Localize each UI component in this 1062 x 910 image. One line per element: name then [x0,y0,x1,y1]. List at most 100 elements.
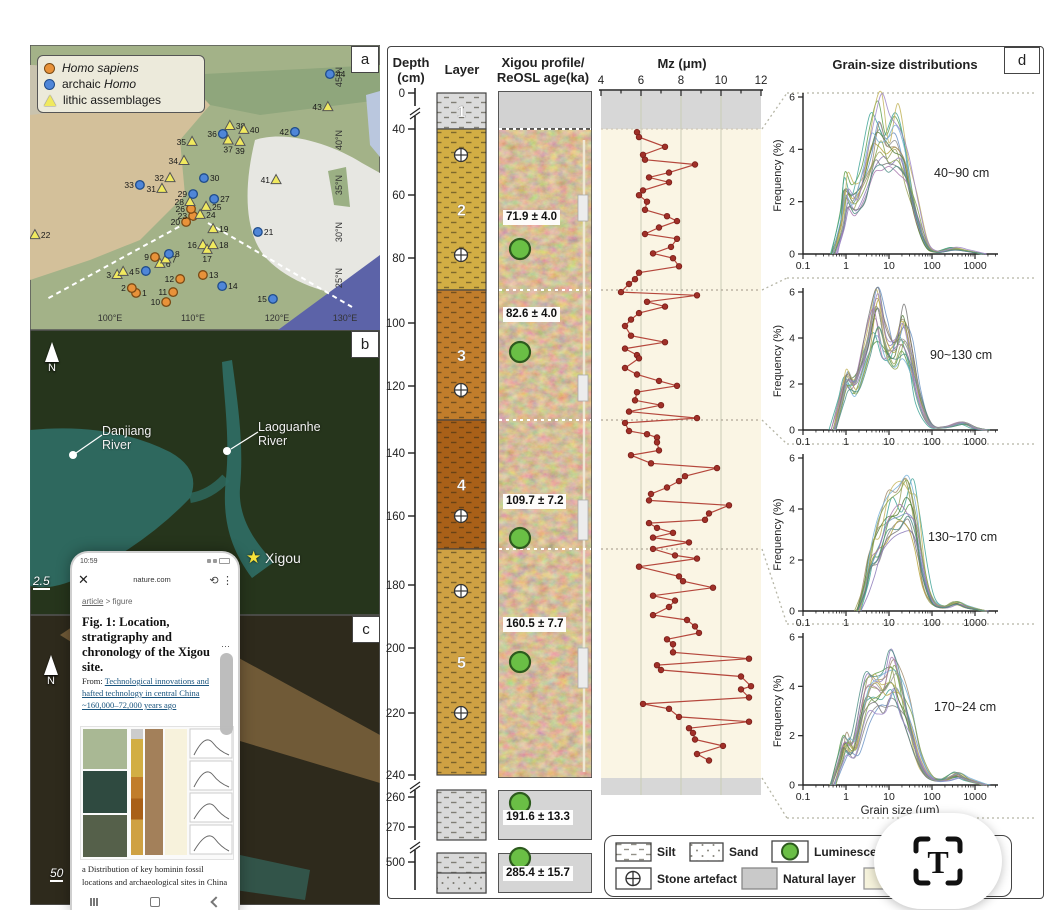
svg-text:22: 22 [41,230,51,240]
figure-thumbnail[interactable] [80,726,234,860]
thumb-curves [189,728,233,855]
sand-swatch-icon [689,842,724,862]
panel-d-label: d [1004,47,1040,74]
svg-text:28: 28 [174,197,184,207]
svg-text:3: 3 [106,270,111,280]
homo-sapiens-icon [44,62,55,74]
svg-text:32: 32 [155,173,165,183]
svg-text:14: 14 [228,281,238,291]
svg-text:17: 17 [202,254,212,264]
legend-silt: Silt [615,842,676,862]
svg-text:29: 29 [178,189,188,199]
home-button[interactable] [149,897,160,907]
svg-text:9: 9 [144,252,149,262]
map-legend: Homo sapiens archaic Homo lithic assembl… [37,55,205,113]
svg-text:37: 37 [223,144,233,154]
dist-label-3: 130~170 cm [928,530,998,544]
svg-text:40: 40 [250,125,260,135]
north-arrow-c: N [44,655,58,687]
svg-text:38: 38 [236,121,246,131]
history-icon[interactable]: ⟲ [209,574,219,587]
legend-sand: Sand [689,842,758,862]
svg-text:30°N: 30°N [334,222,344,242]
reosl-age-5: 191.6 ± 13.3 [503,810,573,825]
text-select-button[interactable]: T [874,813,1002,909]
map-marker-27: 27 [209,194,230,204]
svg-text:12: 12 [165,274,175,284]
map-marker-38: 38 [224,119,246,131]
dist-label-4: 170~24 cm [934,700,997,714]
silt-swatch-icon [615,842,652,862]
svg-text:6: 6 [166,259,171,269]
breadcrumb-article[interactable]: article [82,597,104,606]
scale-bar-b: 2.5 [33,574,50,590]
map-marker-13: 13 [197,270,219,280]
profile-photo [498,129,592,778]
svg-text:36: 36 [207,129,217,139]
map-marker-8: 8 [163,249,180,259]
map-marker-10: 10 [151,297,172,307]
svg-text:45°N: 45°N [334,67,344,87]
android-nav-bar [90,896,222,908]
svg-text:23: 23 [178,211,188,221]
svg-text:11: 11 [158,287,167,297]
battery-icon [219,557,230,565]
map-marker-36: 36 [207,129,228,139]
scale-bar-c: 50 [50,866,64,882]
more-dots[interactable]: ⋯ [221,641,231,651]
map-marker-16: 16 [187,238,209,250]
map-marker-19: 19 [207,222,229,234]
breadcrumb-figure: figure [112,597,133,606]
map-marker-5: 5 [135,266,151,276]
danjiang-river-label: Danjiang River [102,424,152,452]
xigou-star-icon: ★ [246,548,262,567]
map-marker-44: 44 [325,69,346,79]
legend-stone-artefact: Stone artefact [615,867,737,890]
back-button[interactable] [210,896,222,908]
reosl-age-6: 285.4 ± 15.7 [503,866,573,881]
map-marker-9: 9 [144,252,160,262]
map-marker-40: 40 [238,123,260,135]
svg-text:4: 4 [129,267,134,277]
svg-text:39: 39 [235,146,245,156]
map-marker-34: 34 [169,154,190,166]
svg-text:5: 5 [135,266,140,276]
stone-artefact-swatch-icon [615,867,652,890]
breadcrumb: article > figure [82,597,133,606]
menu-kebab-icon[interactable]: ⋮ [222,574,233,587]
lithic-assemblage-icon [44,94,56,106]
svg-text:25°N: 25°N [334,268,344,288]
svg-text:19: 19 [219,224,229,234]
recents-button[interactable] [90,898,98,906]
map-marker-25: 25 [200,200,222,212]
svg-text:100°E: 100°E [98,313,123,323]
north-arrow-b: N [45,342,59,374]
svg-text:35°N: 35°N [334,175,344,195]
map-marker-37: 37 [222,133,234,154]
svg-text:42: 42 [279,127,289,137]
profile-column-header: Xigou profile/ReOSL age(ka) [496,55,590,85]
article-link[interactable]: Technological innovations and hafted tec… [82,676,209,710]
map-marker-29: 29 [178,189,199,199]
map-marker-30: 30 [198,173,220,183]
layer-column-header: Layer [444,62,480,77]
svg-text:27: 27 [220,194,230,204]
grain-size-title: Grain-size distributions [832,57,978,72]
svg-text:31: 31 [146,184,156,194]
close-icon[interactable]: ✕ [78,572,89,587]
svg-text:16: 16 [187,240,197,250]
svg-text:26: 26 [176,204,186,214]
map-marker-35: 35 [177,135,198,147]
map-marker-4: 4 [117,265,134,277]
svg-text:25: 25 [212,202,222,212]
map-marker-43: 43 [312,100,334,112]
scrollbar-thumb[interactable] [220,653,233,735]
map-marker-41: 41 [261,173,282,185]
map-marker-31: 31 [146,182,168,194]
natural-layer-swatch-icon [741,867,778,890]
legend-homo-sapiens: Homo sapiens [44,60,198,76]
dist-label-2: 90~130 cm [930,348,993,362]
address-bar[interactable]: nature.com [98,576,206,584]
svg-text:44: 44 [336,69,346,79]
